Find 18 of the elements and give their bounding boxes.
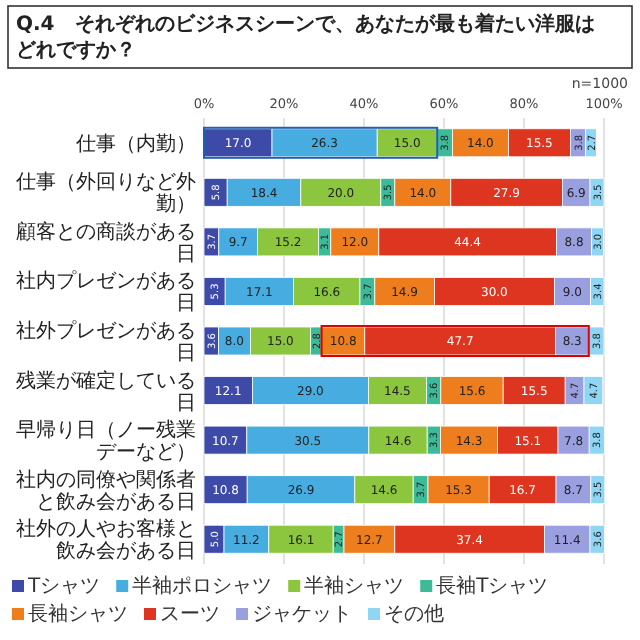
y-tick-label: 社内の同僚や関係者と飲み会がある日: [16, 467, 196, 514]
legend-label: 半袖ポロシャツ: [132, 574, 273, 598]
legend-label: その他: [384, 602, 444, 626]
chart-title: Q.4 それぞれのビジネスシーンで、あなたが最も着たい洋服はどれですか？: [16, 12, 595, 62]
legend-label: スーツ: [160, 604, 220, 626]
y-tick-label: 社外プレゼンがある日: [16, 319, 196, 365]
y-tick-label: 社内プレゼンがある日: [16, 269, 196, 316]
legend-label: Tシャツ: [26, 576, 101, 598]
legend-label: 長袖シャツ: [28, 602, 128, 626]
y-tick-label: 仕事（内勤）: [76, 131, 196, 156]
legend-label: 長袖Tシャツ: [436, 574, 549, 598]
y-tick-label: 仕事（外回りなど外勤）: [16, 170, 196, 217]
y-tick-label: 顧客との商談がある日: [16, 219, 196, 266]
y-tick-label: 早帰り日（ノー残業デーなど）: [16, 418, 196, 465]
legend-label: 半袖シャツ: [304, 574, 405, 598]
y-tick-label: 社外の人やお客様と飲み会がある日: [16, 517, 196, 564]
legend-label: ジャケット: [252, 604, 352, 626]
y-tick-label: 残業が確定している日: [16, 368, 196, 415]
